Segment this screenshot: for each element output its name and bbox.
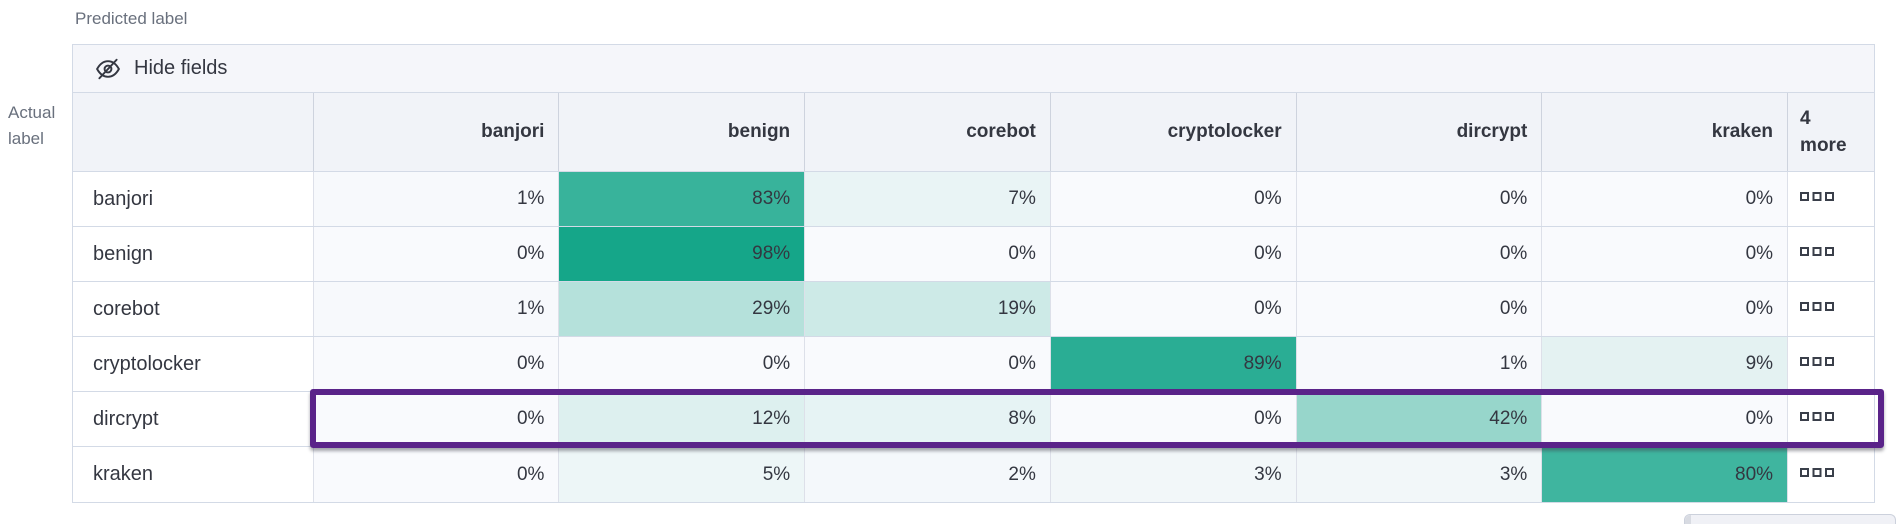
column-header-dircrypt[interactable]: dircrypt bbox=[1295, 93, 1542, 171]
matrix-row-kraken: kraken 0% 5% 2% 3% 3% 80% bbox=[73, 447, 1874, 502]
cell-banjori-kraken[interactable]: 0% bbox=[1541, 172, 1788, 226]
matrix-body: banjori 1% 83% 7% 0% 0% 0% benign 0% 98% 0% 0% 0% 0% c… bbox=[73, 172, 1874, 502]
predicted-label-caption: Predicted label bbox=[75, 9, 188, 28]
column-header-more[interactable]: 4 more bbox=[1787, 93, 1874, 171]
row-label-corebot[interactable]: corebot bbox=[73, 282, 313, 336]
cell-corebot-banjori[interactable]: 1% bbox=[312, 282, 559, 336]
cell-dircrypt-dircrypt[interactable]: 42% bbox=[1295, 392, 1542, 446]
column-header-cryptolocker[interactable]: cryptolocker bbox=[1049, 93, 1296, 171]
column-header-row: banjori benign corebot cryptolocker dircrypt… bbox=[73, 93, 1874, 172]
cell-kraken-dircrypt[interactable]: 3% bbox=[1295, 447, 1542, 502]
matrix-row-dircrypt: dircrypt 0% 12% 8% 0% 42% 0% bbox=[73, 392, 1874, 447]
boxes-horizontal-icon[interactable] bbox=[1800, 300, 1835, 318]
cell-kraken-corebot[interactable]: 2% bbox=[804, 447, 1050, 502]
cell-cryptolocker-cryptolocker[interactable]: 89% bbox=[1049, 337, 1296, 391]
cell-corebot-more[interactable] bbox=[1787, 282, 1874, 336]
cell-kraken-more[interactable] bbox=[1787, 447, 1874, 502]
eye-closed-icon bbox=[95, 56, 121, 82]
cell-corebot-cryptolocker[interactable]: 0% bbox=[1049, 282, 1296, 336]
cell-cryptolocker-banjori[interactable]: 0% bbox=[312, 337, 559, 391]
row-label-kraken[interactable]: kraken bbox=[73, 447, 313, 502]
cell-dircrypt-banjori[interactable]: 0% bbox=[312, 392, 559, 446]
boxes-horizontal-icon[interactable] bbox=[1800, 466, 1835, 484]
cell-banjori-dircrypt[interactable]: 0% bbox=[1295, 172, 1542, 226]
row-label-banjori[interactable]: banjori bbox=[73, 172, 313, 226]
cell-kraken-kraken[interactable]: 80% bbox=[1541, 447, 1788, 502]
cell-benign-corebot[interactable]: 0% bbox=[804, 227, 1050, 281]
boxes-horizontal-icon[interactable] bbox=[1800, 245, 1835, 263]
boxes-horizontal-icon[interactable] bbox=[1800, 190, 1835, 208]
matrix-row-benign: benign 0% 98% 0% 0% 0% 0% bbox=[73, 227, 1874, 282]
matrix-row-cryptolocker: cryptolocker 0% 0% 0% 89% 1% 9% bbox=[73, 337, 1874, 392]
cell-dircrypt-cryptolocker[interactable]: 0% bbox=[1049, 392, 1296, 446]
column-header-corebot[interactable]: corebot bbox=[804, 93, 1050, 171]
actual-label-caption: Actual label bbox=[8, 100, 55, 152]
column-header-banjori[interactable]: banjori bbox=[312, 93, 559, 171]
row-label-header bbox=[73, 93, 313, 171]
cell-kraken-banjori[interactable]: 0% bbox=[312, 447, 559, 502]
cell-corebot-corebot[interactable]: 19% bbox=[804, 282, 1050, 336]
boxes-horizontal-icon[interactable] bbox=[1800, 410, 1835, 428]
hide-fields-label: Hide fields bbox=[134, 57, 228, 79]
cell-benign-kraken[interactable]: 0% bbox=[1541, 227, 1788, 281]
confusion-matrix-table: Hide fields banjori benign corebot cryptolo… bbox=[72, 44, 1875, 503]
cell-banjori-corebot[interactable]: 7% bbox=[804, 172, 1050, 226]
column-header-kraken[interactable]: kraken bbox=[1541, 93, 1787, 171]
cell-benign-more[interactable] bbox=[1787, 227, 1874, 281]
cell-benign-cryptolocker[interactable]: 0% bbox=[1049, 227, 1296, 281]
cell-benign-dircrypt[interactable]: 0% bbox=[1295, 227, 1542, 281]
cell-cryptolocker-benign[interactable]: 0% bbox=[558, 337, 805, 391]
row-label-dircrypt[interactable]: dircrypt bbox=[73, 392, 313, 446]
cell-kraken-benign[interactable]: 5% bbox=[558, 447, 805, 502]
cell-banjori-more[interactable] bbox=[1787, 172, 1874, 226]
cell-banjori-benign[interactable]: 83% bbox=[558, 172, 805, 226]
cell-dircrypt-kraken[interactable]: 0% bbox=[1541, 392, 1788, 446]
cell-cryptolocker-kraken[interactable]: 9% bbox=[1541, 337, 1788, 391]
cell-banjori-cryptolocker[interactable]: 0% bbox=[1049, 172, 1296, 226]
horizontal-scrollbar[interactable] bbox=[1684, 514, 1896, 524]
cell-dircrypt-corebot[interactable]: 8% bbox=[804, 392, 1050, 446]
hide-fields-button[interactable]: Hide fields bbox=[95, 56, 227, 82]
cell-corebot-kraken[interactable]: 0% bbox=[1541, 282, 1788, 336]
actual-label-line2: label bbox=[8, 129, 44, 148]
cell-cryptolocker-more[interactable] bbox=[1787, 337, 1874, 391]
cell-cryptolocker-corebot[interactable]: 0% bbox=[804, 337, 1050, 391]
matrix-row-corebot: corebot 1% 29% 19% 0% 0% 0% bbox=[73, 282, 1874, 337]
cell-kraken-cryptolocker[interactable]: 3% bbox=[1049, 447, 1296, 502]
cell-dircrypt-more[interactable] bbox=[1787, 392, 1874, 446]
actual-label-line1: Actual bbox=[8, 103, 56, 122]
boxes-horizontal-icon[interactable] bbox=[1800, 355, 1835, 373]
matrix-row-banjori: banjori 1% 83% 7% 0% 0% 0% bbox=[73, 172, 1874, 227]
cell-corebot-dircrypt[interactable]: 0% bbox=[1295, 282, 1542, 336]
cell-benign-banjori[interactable]: 0% bbox=[312, 227, 559, 281]
row-label-benign[interactable]: benign bbox=[73, 227, 313, 281]
grid-toolbar: Hide fields bbox=[73, 45, 1874, 93]
cell-cryptolocker-dircrypt[interactable]: 1% bbox=[1295, 337, 1542, 391]
cell-banjori-banjori[interactable]: 1% bbox=[312, 172, 559, 226]
column-header-benign[interactable]: benign bbox=[558, 93, 804, 171]
cell-benign-benign[interactable]: 98% bbox=[558, 227, 805, 281]
row-label-cryptolocker[interactable]: cryptolocker bbox=[73, 337, 313, 391]
cell-corebot-benign[interactable]: 29% bbox=[558, 282, 805, 336]
cell-dircrypt-benign[interactable]: 12% bbox=[558, 392, 805, 446]
